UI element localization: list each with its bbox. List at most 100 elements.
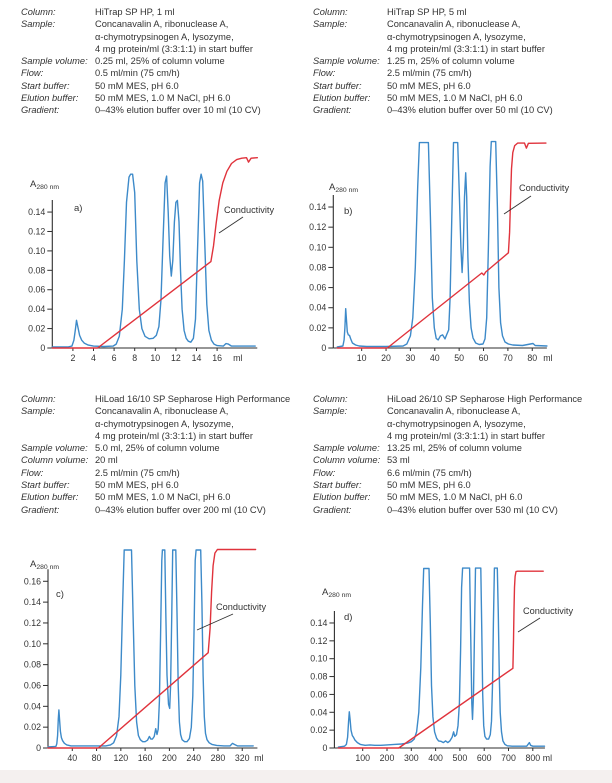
- conductivity-curve: [51, 156, 258, 349]
- y-tick-label: 0.08: [310, 672, 327, 682]
- meta-label: Elution buffer:: [313, 93, 371, 104]
- meta-label: Flow:: [313, 467, 336, 478]
- conductivity-annotation-line: [503, 195, 532, 215]
- panel-label: c): [56, 589, 64, 600]
- x-tick-label: 280: [211, 753, 226, 763]
- meta-value-line: 0–43% elution buffer over 200 ml (10 CV): [95, 504, 266, 515]
- meta-value-line: HiLoad 16/10 SP Sepharose High Performan…: [95, 394, 291, 404]
- conductivity-label: Conductivity: [519, 183, 569, 193]
- x-tick-label: 20: [381, 353, 391, 363]
- meta-label: Start buffer:: [21, 80, 70, 91]
- meta-value: 2.5 ml/min (75 cm/h): [387, 67, 609, 79]
- y-tick-label: 0.04: [24, 701, 41, 711]
- meta-value-line: 50 mM MES, 1.0 M NaCl, pH 6.0: [95, 492, 231, 503]
- y-tick-label: 0.02: [310, 725, 327, 735]
- conductivity-annotation-line: [517, 617, 541, 633]
- y-tick-label: 0.12: [310, 636, 327, 646]
- meta-label: Sample volume:: [21, 443, 88, 454]
- meta-value-line: 5.0 ml, 25% of column volume: [95, 443, 220, 454]
- meta-value-line: HiLoad 26/10 SP Sepharose High Performan…: [387, 394, 583, 404]
- meta-value: 50 mM MES, pH 6.0: [387, 479, 609, 491]
- y-tick-label: 0.14: [24, 597, 41, 607]
- x-tick-label: 16: [212, 353, 222, 363]
- meta-value: 50 mM MES, pH 6.0: [387, 80, 609, 92]
- meta-label: Sample volume:: [313, 56, 380, 67]
- panel-label: d): [344, 612, 352, 623]
- y-axis-title: A280 nm: [30, 179, 59, 191]
- meta-label: Flow:: [21, 68, 44, 79]
- x-tick-label: 160: [138, 753, 153, 763]
- meta-value-line: 0–43% elution buffer over 530 ml (10 CV): [387, 504, 558, 515]
- y-tick-label: 0: [36, 743, 41, 753]
- meta-label: Column:: [21, 394, 56, 404]
- meta-value: HiTrap SP HP, 5 ml: [387, 6, 609, 18]
- y-tick-label: 0.02: [24, 722, 41, 732]
- y-tick-label: 0.08: [24, 660, 41, 670]
- meta-label: Column volume:: [313, 455, 381, 466]
- conductivity-label: Conductivity: [216, 602, 266, 612]
- meta-value: 13.25 ml, 25% of column volume: [387, 442, 609, 454]
- meta-value-line: 6.6 ml/min (75 cm/h): [387, 467, 472, 478]
- y-tick-label: 0.08: [309, 262, 326, 272]
- meta-value: 0.25 ml, 25% of column volume: [95, 55, 305, 67]
- meta-value-line: Concanavalin A, ribonuclease A,: [95, 19, 229, 30]
- x-axis-unit-label: ml: [543, 753, 552, 763]
- conductivity-curve: [337, 570, 544, 749]
- page-background-strip: [0, 770, 612, 783]
- meta-value: 53 ml: [387, 454, 609, 466]
- y-tick-label: 0.06: [310, 689, 327, 699]
- y-tick-label: 0.04: [310, 707, 327, 717]
- meta-label: Start buffer:: [21, 480, 70, 491]
- y-tick-label: 0.06: [309, 283, 326, 293]
- meta-label: Column:: [313, 394, 348, 404]
- chart-svg-a: 0 0.02 0.04 0.06 0.08 0.10 0.12 0.14 2 4 6 8 10 12 14 1…: [28, 156, 274, 363]
- chromatogram-panel-a: 0 0.02 0.04 0.06 0.08 0.10 0.12 0.14 2 4 6 8 10 12 14 1…: [0, 145, 306, 385]
- meta-label: Column:: [313, 7, 348, 17]
- meta-value: 6.6 ml/min (75 cm/h): [387, 467, 609, 479]
- meta-value: HiLoad 16/10 SP Sepharose High Performan…: [95, 393, 305, 405]
- meta-label: Flow:: [313, 68, 336, 79]
- meta-label: Start buffer:: [313, 80, 362, 91]
- x-tick-label: 200: [380, 753, 395, 763]
- y-tick-label: 0.02: [309, 323, 326, 333]
- metadata-block-a: Column: HiTrap SP HP, 1 ml Sample: Concanav…: [21, 6, 305, 117]
- meta-value-line: α-chymotrypsinogen A, lysozyme,: [387, 418, 526, 429]
- meta-label: Elution buffer:: [21, 492, 79, 503]
- meta-value: 50 mM MES, 1.0 M NaCl, pH 6.0: [387, 92, 609, 104]
- x-tick-label: 100: [355, 753, 370, 763]
- x-tick-label: 40: [67, 753, 77, 763]
- metadata-block-b: Column: HiTrap SP HP, 5 ml Sample: Concanav…: [313, 6, 609, 117]
- meta-value-line: 50 mM MES, pH 6.0: [95, 80, 179, 91]
- y-axis-title: A280 nm: [30, 559, 59, 571]
- chromatogram-panel-b: 0 0.02 0.04 0.06 0.08 0.10 0.12 0.14 10 20 30 40 50 6…: [306, 138, 612, 385]
- uv-absorbance-curve: [51, 173, 256, 348]
- x-tick-label: 8: [132, 353, 137, 363]
- x-tick-label: 10: [150, 353, 160, 363]
- meta-label: Sample volume:: [21, 56, 88, 67]
- meta-value: Concanavalin A, ribonuclease A, α-chymotr…: [387, 18, 609, 55]
- y-tick-label: 0.14: [310, 618, 327, 628]
- y-tick-label: 0.08: [28, 265, 45, 275]
- meta-label: Start buffer:: [313, 480, 362, 491]
- y-tick-label: 0: [322, 743, 327, 753]
- x-tick-label: 70: [503, 353, 513, 363]
- meta-label: Column volume:: [21, 455, 89, 466]
- meta-value-line: 0.25 ml, 25% of column volume: [95, 56, 225, 67]
- meta-value: 0–43% elution buffer over 530 ml (10 CV): [387, 504, 609, 516]
- meta-value-line: 2.5 ml/min (75 cm/h): [387, 68, 472, 79]
- meta-value-line: 0–43% elution buffer over 50 ml (10 CV): [387, 105, 553, 116]
- x-axis-unit-label: ml: [543, 353, 552, 363]
- x-tick-label: 300: [404, 753, 419, 763]
- meta-value: 50 mM MES, 1.0 M NaCl, pH 6.0: [95, 491, 305, 503]
- meta-value-line: α-chymotrypsinogen A, lysozyme,: [95, 418, 234, 429]
- meta-value: HiTrap SP HP, 1 ml: [95, 6, 305, 18]
- meta-value-line: 4 mg protein/ml (3:3:1:1) in start buffe…: [387, 43, 545, 54]
- y-tick-label: 0.16: [24, 576, 41, 586]
- meta-label: Gradient:: [21, 504, 60, 515]
- meta-value-line: HiTrap SP HP, 1 ml: [95, 7, 175, 17]
- metadata-block-c: Column: HiLoad 16/10 SP Sepharose High Pe…: [21, 393, 305, 516]
- x-axis-unit-label: ml: [233, 353, 242, 363]
- meta-value-line: 50 mM MES, 1.0 M NaCl, pH 6.0: [387, 93, 523, 104]
- x-tick-label: 240: [186, 753, 201, 763]
- meta-value: 1.25 m, 25% of column volume: [387, 55, 609, 67]
